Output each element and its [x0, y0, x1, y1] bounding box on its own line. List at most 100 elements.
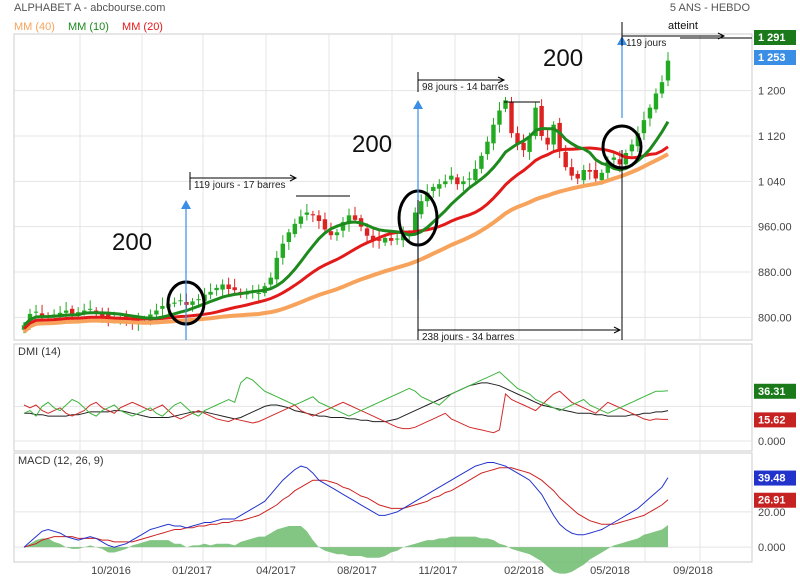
candle-body — [220, 284, 225, 290]
candle-body — [617, 159, 623, 165]
dmi-plus-badge: 36.31 — [758, 386, 786, 398]
price-badge-last-bg — [754, 50, 796, 65]
panel-frame-price — [13, 33, 753, 341]
adx-line — [24, 382, 669, 423]
candle-body — [449, 175, 454, 180]
candle-body — [63, 310, 69, 313]
candle-body — [437, 184, 442, 189]
dmi-plus-line — [23, 371, 669, 417]
y-tick-label: 1 200 — [758, 86, 786, 98]
candle-body — [304, 212, 310, 215]
candle-body — [545, 137, 550, 145]
candle-body — [575, 173, 580, 179]
candle-body — [593, 170, 598, 179]
x-tick-label: 09/2018 — [673, 565, 713, 577]
candle-body — [190, 301, 195, 305]
candle-body — [226, 284, 231, 289]
annotation-number: 200 — [112, 229, 152, 256]
macd-histogram — [24, 525, 668, 574]
candle-body — [581, 170, 586, 181]
macd-badge: 39.48 — [758, 473, 786, 485]
annotation-number: 200 — [352, 131, 392, 158]
candle-body — [280, 243, 286, 258]
candle-body — [605, 161, 611, 173]
candle-body — [286, 232, 292, 242]
candle-body — [298, 216, 304, 224]
candle-body — [154, 310, 159, 315]
candle-body — [611, 157, 617, 160]
target-arrow-head — [181, 200, 191, 209]
candle-body — [659, 82, 665, 94]
candle-body — [551, 124, 556, 145]
ma20-line — [22, 145, 669, 330]
legend: MM (40) MM (10) MM (20) — [14, 21, 173, 33]
candle-body — [328, 231, 334, 236]
chart-title: ALPHABET A - abcbourse.com — [14, 2, 166, 14]
macd-signal-line — [23, 467, 669, 548]
candle-body — [274, 257, 279, 280]
candle-body — [647, 107, 653, 119]
candle-body — [467, 178, 472, 180]
dmi-minus-line — [23, 390, 668, 434]
dmi-plus-badge-bg — [754, 383, 796, 399]
candle-body — [208, 291, 213, 295]
candle-body — [527, 136, 532, 152]
candle-body — [533, 107, 538, 136]
candle-body — [39, 313, 45, 316]
x-tick-label: 05/2018 — [590, 565, 630, 577]
candle-body — [322, 219, 328, 230]
candle-body — [653, 93, 659, 110]
candle-body — [334, 232, 340, 236]
candle-body — [382, 238, 388, 243]
candle-body — [539, 105, 544, 136]
signal-badge-bg — [754, 492, 796, 508]
candle-body — [160, 306, 165, 309]
x-tick-label: 02/2018 — [504, 565, 544, 577]
macd-title: MACD (12, 26, 9) — [18, 455, 104, 467]
dmi-minus-badge: 15.62 — [758, 414, 786, 426]
candle-body — [310, 214, 316, 216]
macd-badge-bg — [754, 470, 796, 486]
macd-line — [23, 462, 669, 548]
candle-body — [485, 141, 490, 155]
macd-y-tick: 0.000 — [758, 542, 786, 554]
candle-body — [515, 133, 520, 145]
span-238-label: 238 jours - 34 barres — [422, 332, 514, 343]
candle-body — [346, 215, 352, 224]
chart-period: 5 ANS - HEBDO — [669, 2, 750, 14]
candle-body — [352, 215, 358, 220]
ma10-line — [22, 120, 670, 327]
candle-body — [100, 312, 105, 317]
candle-body — [69, 308, 75, 314]
candle-body — [81, 310, 87, 313]
candle-body — [196, 299, 201, 301]
candle-body — [376, 239, 382, 241]
dmi-y-tick: 0.000 — [758, 436, 786, 448]
candle-body — [503, 100, 508, 109]
candle-body — [388, 238, 394, 241]
annotation-number: 200 — [543, 45, 583, 72]
legend-ma40: MM (40) — [14, 21, 55, 33]
candle-body — [629, 144, 635, 152]
y-tick-label: 1 120 — [758, 131, 786, 143]
candle-body — [521, 142, 526, 151]
candle-body — [364, 228, 370, 236]
candle-body — [563, 151, 568, 168]
candle-body — [635, 133, 641, 147]
candle-body — [292, 223, 298, 235]
candle-body — [443, 181, 448, 185]
candle-body — [509, 102, 514, 134]
candle-body — [413, 212, 418, 232]
span-238-head — [613, 326, 622, 334]
x-tick-label: 04/2017 — [256, 565, 296, 577]
candle-body — [497, 110, 502, 125]
dmi-title: DMI (14) — [18, 346, 61, 358]
y-tick-label: 960.00 — [758, 222, 792, 234]
candle-body — [268, 277, 273, 285]
candle-body — [419, 201, 424, 215]
legend-ma20: MM (20) — [122, 21, 163, 33]
candle-body — [455, 177, 460, 185]
span-98-label: 98 jours - 14 barres — [422, 82, 509, 93]
candle-body — [178, 300, 183, 302]
candle-body — [340, 222, 346, 231]
